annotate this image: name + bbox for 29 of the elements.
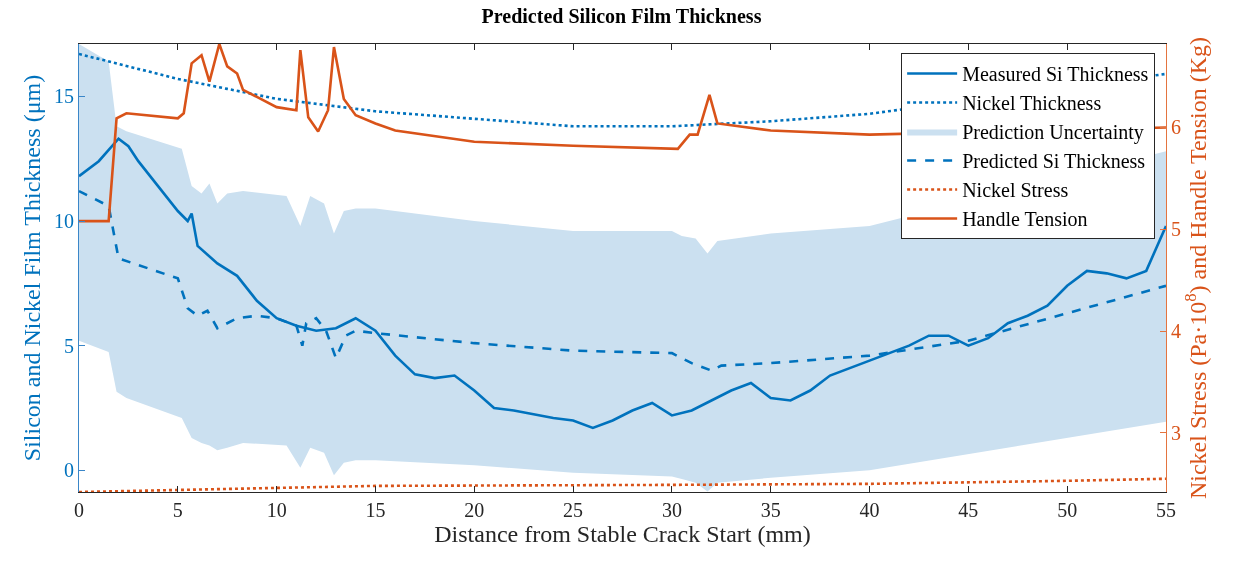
chart-title: Predicted Silicon Film Thickness — [481, 4, 762, 27]
x-tick-label: 55 — [1156, 499, 1176, 521]
y2-tick-label: 4 — [1171, 320, 1181, 343]
x-tick-label: 45 — [958, 499, 979, 521]
x-tick-label: 50 — [1057, 499, 1078, 521]
x-tick-label: 40 — [859, 499, 880, 521]
line-series — [79, 477, 1166, 492]
y-tick-label: 0 — [64, 459, 74, 482]
y2-tick-label: 3 — [1171, 421, 1181, 444]
x-tick-label: 20 — [464, 499, 485, 521]
x-tick-label: 10 — [266, 499, 287, 521]
x-axis-title: Distance from Stable Crack Start (mm) — [434, 521, 811, 547]
y2-tick-label: 6 — [1171, 116, 1181, 139]
x-tick-label: 30 — [661, 499, 682, 521]
legend-label: Handle Tension — [962, 208, 1088, 231]
legend-label: Nickel Stress — [962, 179, 1069, 202]
legend-label: Measured Si Thickness — [962, 63, 1149, 86]
x-tick-label: 25 — [563, 499, 584, 521]
legend-label: Prediction Uncertainty — [962, 121, 1144, 145]
y2-tick-label: 5 — [1171, 218, 1181, 241]
y-tick-label: 5 — [64, 334, 74, 357]
x-tick-label: 35 — [760, 499, 781, 521]
legend-label: Nickel Thickness — [962, 92, 1102, 115]
x-tick-label: 15 — [365, 499, 386, 521]
legend-label: Predicted Si Thickness — [962, 150, 1146, 173]
y-tick-label: 15 — [54, 85, 74, 108]
y-tick-label: 10 — [54, 210, 74, 233]
y-axis-title: Silicon and Nickel Film Thickness (μm) — [19, 74, 46, 462]
x-tick-label: 5 — [172, 499, 183, 521]
